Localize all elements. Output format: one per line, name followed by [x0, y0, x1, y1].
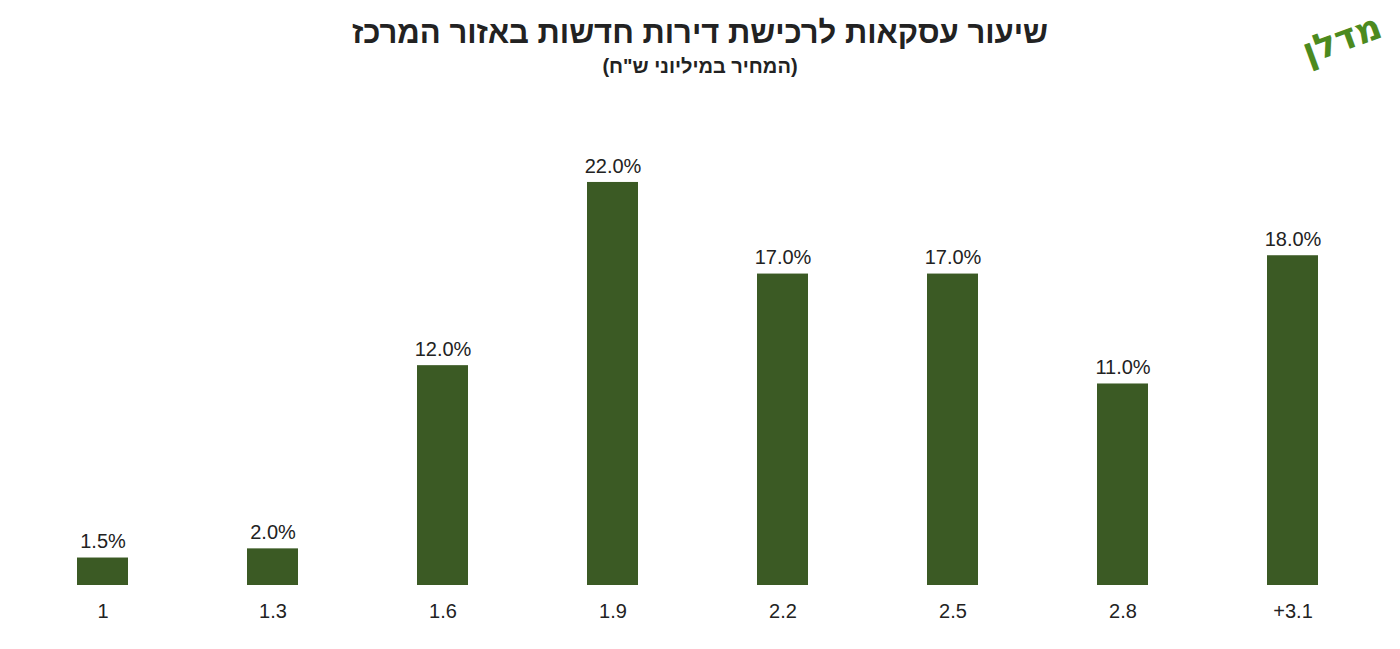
svg-text:1.5%: 1.5%	[80, 530, 126, 552]
svg-text:17.0%: 17.0%	[925, 246, 982, 268]
svg-text:+3.1: +3.1	[1273, 600, 1312, 622]
svg-text:2.2: 2.2	[769, 600, 797, 622]
html-text:(המחיר במיליוני ש"ח): (המחיר במיליוני ש"ח)	[602, 55, 798, 77]
svg-text:1.6: 1.6	[429, 600, 457, 622]
svg-text:1.3: 1.3	[259, 600, 287, 622]
svg-text:1.9: 1.9	[599, 600, 627, 622]
svg-text:12.0%: 12.0%	[415, 338, 472, 360]
svg-text:18.0%: 18.0%	[1265, 228, 1322, 250]
html-text:שיעור עסקאות לרכישת דירות חדשו: שיעור עסקאות לרכישת דירות חדשות באזור המ…	[351, 15, 1049, 50]
svg-text:22.0%: 22.0%	[585, 155, 642, 177]
html-text:מדלן: מדלן	[1296, 5, 1387, 72]
svg-text:2.5: 2.5	[939, 600, 967, 622]
svg-text:2.0%: 2.0%	[250, 521, 296, 543]
svg-text:17.0%: 17.0%	[755, 246, 812, 268]
svg-text:1: 1	[97, 600, 108, 622]
svg-text:2.8: 2.8	[1109, 600, 1137, 622]
svg-text:11.0%: 11.0%	[1095, 356, 1150, 378]
